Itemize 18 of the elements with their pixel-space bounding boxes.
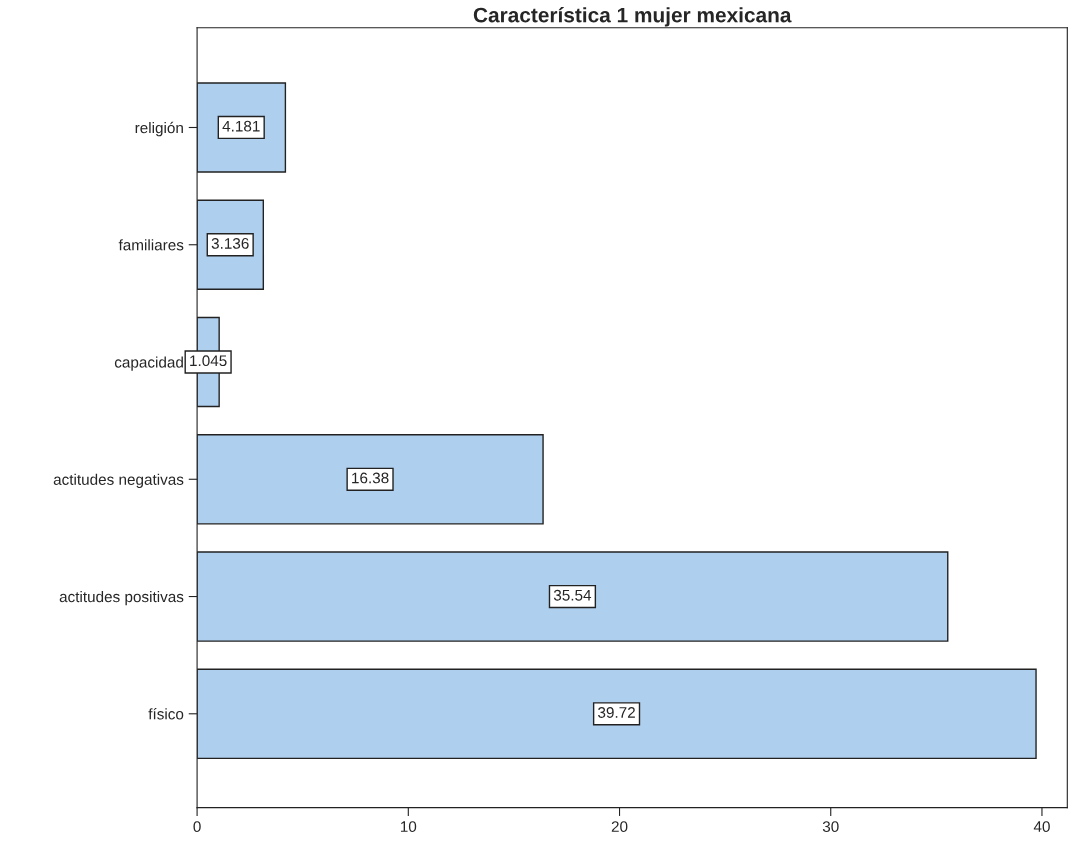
x-tick-label: 0 <box>193 821 201 833</box>
data-label: 1.045 <box>190 355 227 367</box>
y-tick-label: actitudes negativas <box>53 473 184 488</box>
data-label: 35.54 <box>553 589 592 601</box>
y-tick-label: capacidad <box>114 356 183 371</box>
chart-title: Característica 1 mujer mexicana <box>473 6 792 27</box>
data-label: 39.72 <box>598 707 635 718</box>
y-tick-label: actitudes positivas <box>59 590 184 606</box>
y-tick-label: familiares <box>118 239 184 251</box>
data-label: 3.136 <box>211 238 249 249</box>
y-tick-label: religión <box>135 121 183 137</box>
y-tick-label: físico <box>148 708 184 720</box>
data-label: 16.38 <box>352 472 389 484</box>
x-tick-label: 40 <box>1033 821 1050 833</box>
x-tick-label: 10 <box>400 821 417 833</box>
x-tick-label: 20 <box>611 821 628 833</box>
data-label: 4.181 <box>222 120 260 132</box>
x-tick-label: 30 <box>822 821 839 833</box>
